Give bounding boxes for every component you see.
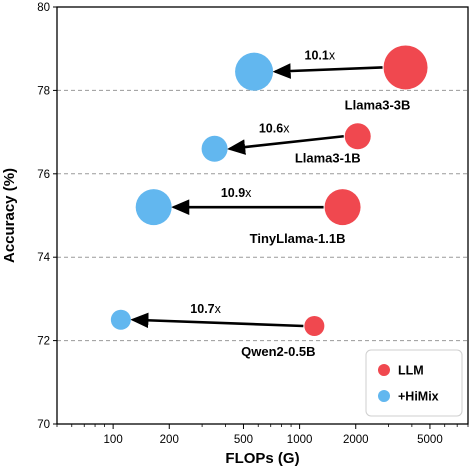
llm-point	[344, 123, 371, 150]
x-tick-label: 100	[104, 434, 123, 446]
himix-point	[110, 309, 131, 330]
legend-label: LLM	[398, 364, 424, 378]
himix-point	[201, 135, 228, 162]
legend-marker	[378, 390, 390, 402]
speedup-label: 10.1x	[305, 49, 336, 63]
model-label: Qwen2-0.5B	[241, 344, 315, 359]
x-tick-label: 1000	[287, 434, 313, 446]
x-tick-label: 5000	[417, 434, 443, 446]
speedup-arrows	[130, 63, 383, 329]
himix-point	[235, 52, 274, 91]
llm-point	[324, 189, 361, 226]
model-label: TinyLlama-1.1B	[250, 231, 346, 246]
axes: 70 72 74 76 78 80 100 200 500 1000 2000 5000 FLOPs (…	[1, 2, 469, 467]
y-tick-label: 78	[37, 85, 50, 97]
y-tick-label: 76	[37, 169, 50, 181]
model-label: Llama3-1B	[295, 150, 361, 165]
legend-box	[365, 349, 463, 417]
legend-marker	[378, 364, 390, 376]
llm-point	[383, 45, 428, 90]
grid-lines	[57, 89, 468, 342]
speedup-arrow	[272, 63, 383, 79]
y-tick-label: 74	[37, 252, 50, 264]
y-axis-title: Accuracy (%)	[1, 168, 18, 263]
speedup-label: 10.6x	[259, 122, 290, 136]
x-tick-label: 2000	[343, 434, 369, 446]
y-tick-label: 72	[37, 336, 50, 348]
x-tick-label: 500	[234, 434, 253, 446]
model-label: Llama3-3B	[345, 97, 411, 112]
speedup-label: 10.9x	[221, 186, 252, 200]
speedup-arrow	[227, 134, 344, 155]
y-tick-label: 80	[37, 2, 50, 14]
plot-frame	[56, 6, 469, 425]
speedup-label: 10.7x	[190, 302, 221, 316]
x-axis-title: FLOPs (G)	[225, 450, 299, 467]
annotations: 10.1x 10.6x 10.9x 10.7x Llama3-3B Llama3-1B Ti…	[190, 49, 410, 359]
y-tick-label: 70	[37, 419, 50, 431]
x-tick-label: 200	[160, 434, 179, 446]
himix-point	[135, 189, 172, 226]
speedup-arrow	[130, 312, 304, 329]
legend: LLM +HiMix	[365, 349, 463, 417]
llm-point	[304, 316, 325, 337]
legend-label: +HiMix	[398, 390, 439, 404]
data-points	[110, 45, 428, 337]
